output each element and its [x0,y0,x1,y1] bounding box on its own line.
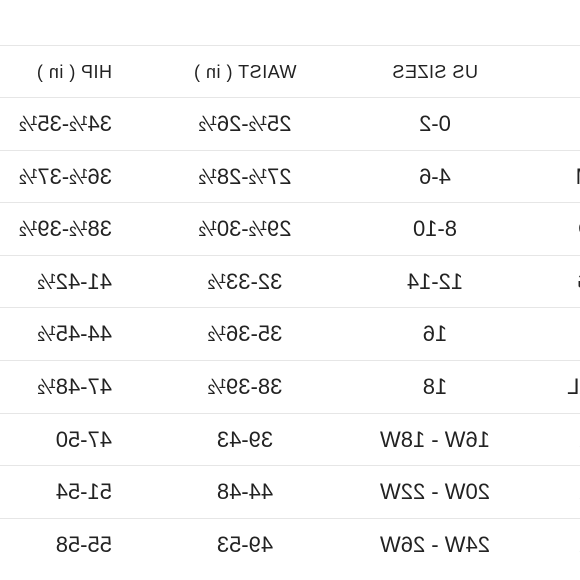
table-cell: 34½-35½ [19,111,112,136]
header-cell: HIP ( in ) [36,62,112,82]
table-cell: X [554,466,580,518]
table-row: XL 18 38-39½ 47-48½ [0,360,580,413]
table-row: X 20W - 22W 44-48 51-54 [0,465,580,519]
table-cell: 39-43 [216,426,274,452]
table-cell: L [554,308,580,360]
table-row: X 24W - 26W 49-53 55-58 [0,517,580,571]
table-cell: 38½-39½ [19,216,112,242]
table-cell: 18 [422,374,448,399]
header-cell: US SIZES [391,62,479,82]
table-cell: 4-6 [419,163,451,189]
table-row: X 16W - 18W 39-43 47-50 [0,412,580,466]
table-cell: 55-58 [55,531,112,557]
table-cell: 35-36½ [207,321,283,347]
table-cell: 44-48 [216,479,274,505]
table-cell: 44-45½ [37,321,112,347]
table-cell: 27½-28½ [198,163,292,189]
table-cell: X [554,414,580,466]
table-cell: XL [567,374,580,399]
table-cell: 41-42½ [37,268,112,294]
table-cell: 36½-37½ [19,163,112,189]
header-row: US SIZES WAIST ( in ) HIP ( in ) [0,45,580,98]
table-row: M 4-6 27½-28½ 36½-37½ [0,149,580,203]
table-cell: 32-33½ [207,268,283,294]
table-cell: 38-39½ [207,374,283,399]
table-cell: 0-2 [419,111,451,136]
table-row: G 12-14 32-33½ 41-42½ [0,254,580,308]
table-cell: D [554,203,580,255]
table-cell: 24W - 26W [379,531,491,557]
table-cell: 47-48½ [37,374,112,399]
table-cell: 16 [422,321,448,347]
table-cell: 51-54 [55,479,112,505]
table-cell: 47-50 [55,426,112,452]
table-row: D 8-10 29½-30½ 38½-39½ [0,202,580,256]
table-row: L 16 35-36½ 44-45½ [0,307,580,361]
table-cell: G [554,256,580,308]
table-cell: X [554,519,580,571]
table-cell: 25½-26½ [198,111,292,136]
table-cell: M [554,151,580,203]
table-cell: 29½-30½ [198,216,292,242]
table-cell: S [554,98,580,150]
table-cell: 49-53 [216,531,274,557]
table-cell: 16W - 18W [379,426,491,452]
table-row: S 0-2 25½-26½ 34½-35½ [0,97,580,150]
table-cell: 12-14 [406,268,464,294]
table-cell: 8-10 [412,216,458,242]
table-cell: 20W - 22W [379,479,491,505]
header-cell: WAIST ( in ) [193,62,297,82]
